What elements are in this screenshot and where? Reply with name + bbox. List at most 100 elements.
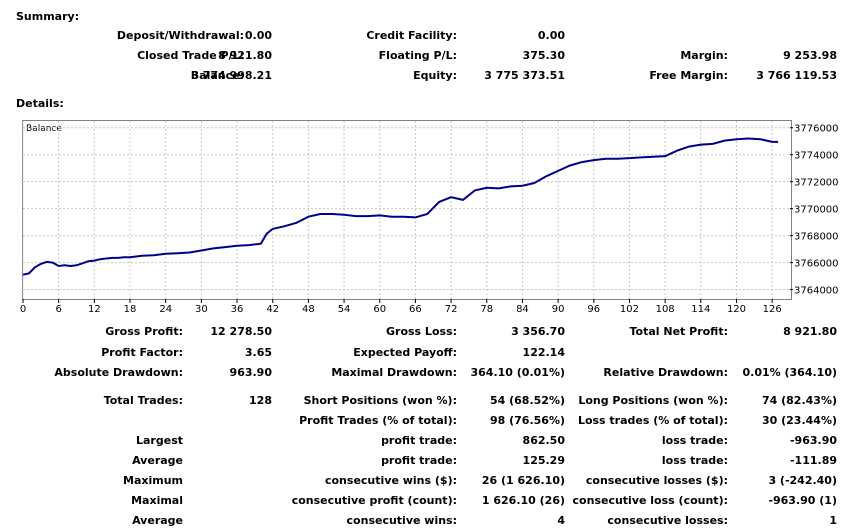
y-axis-ticks: 3764000 3766000 3768000 3770000 3772000 37740… xyxy=(790,124,839,297)
x-tick-label: 66 xyxy=(409,304,422,315)
credit-value: 0.00 xyxy=(537,29,565,42)
y-tick-label: 3768000 xyxy=(794,232,839,243)
short-positions-label: Short Positions (won %): xyxy=(303,394,457,407)
closed-pl-value: 8 921.80 xyxy=(218,49,272,62)
avg-consecutive-wins-value: 4 xyxy=(557,514,565,527)
average-loss-label: loss trade: xyxy=(661,454,728,467)
gross-profit-label: Gross Profit: xyxy=(105,325,183,338)
x-tick-label: 18 xyxy=(124,304,137,315)
free-margin-value: 3 766 119.53 xyxy=(756,69,837,82)
absolute-drawdown-label: Absolute Drawdown: xyxy=(54,366,183,379)
y-tick-label: 3770000 xyxy=(794,205,839,216)
x-tick-label: 78 xyxy=(480,304,493,315)
floating-pl-label: Floating P/L: xyxy=(378,49,457,62)
y-tick-label: 3764000 xyxy=(794,286,839,297)
long-positions-label: Long Positions (won %): xyxy=(578,394,728,407)
y-tick-label: 3776000 xyxy=(794,124,839,135)
max-consecutive-wins-label: consecutive wins ($): xyxy=(324,474,457,487)
expected-payoff-value: 122.14 xyxy=(522,346,565,359)
x-tick-label: 102 xyxy=(620,304,639,315)
profit-trades-value: 98 (76.56%) xyxy=(489,414,565,427)
average-consecutive-label: Average xyxy=(132,514,183,527)
average-profit-label: profit trade: xyxy=(381,454,457,467)
max-consecutive-wins-value: 26 (1 626.10) xyxy=(481,474,565,487)
maximal-label: Maximal xyxy=(131,494,183,507)
details-heading: Details: xyxy=(16,97,64,110)
x-tick-label: 84 xyxy=(516,304,529,315)
max-consecutive-losses-value: 3 (-242.40) xyxy=(768,474,837,487)
average-profit-value: 125.29 xyxy=(522,454,565,467)
avg-consecutive-wins-label: consecutive wins: xyxy=(346,514,457,527)
maximum-label: Maximum xyxy=(123,474,183,487)
margin-label: Margin: xyxy=(680,49,728,62)
x-tick-label: 12 xyxy=(88,304,101,315)
y-tick-label: 3774000 xyxy=(794,151,839,162)
balance-label: Balance: xyxy=(190,69,244,82)
margin-value: 9 253.98 xyxy=(783,49,837,62)
loss-trades-label: Loss trades (% of total): xyxy=(577,414,728,427)
x-tick-label: 126 xyxy=(763,304,782,315)
x-axis-ticks: 0 6 12 18 24 30 36 42 48 54 60 66 72 78 84 90 96 102 108 11… xyxy=(20,299,782,315)
net-profit-label: Total Net Profit: xyxy=(629,325,729,338)
relative-drawdown-label: Relative Drawdown: xyxy=(603,366,728,379)
balance-value: 3 774 998.21 xyxy=(191,69,272,82)
equity-label: Equity: xyxy=(413,69,457,82)
total-trades-label: Total Trades: xyxy=(103,394,183,407)
x-tick-label: 30 xyxy=(195,304,208,315)
avg-consecutive-losses-value: 1 xyxy=(829,514,837,527)
largest-profit-value: 862.50 xyxy=(522,434,565,447)
chart-grid xyxy=(22,121,790,299)
x-tick-label: 96 xyxy=(587,304,600,315)
y-tick-label: 3772000 xyxy=(794,178,839,189)
largest-label: Largest xyxy=(136,434,183,447)
x-tick-label: 72 xyxy=(445,304,458,315)
net-profit-value: 8 921.80 xyxy=(783,325,837,338)
balance-chart: Balance xyxy=(22,120,792,300)
floating-pl-value: 375.30 xyxy=(522,49,565,62)
gross-loss-value: 3 356.70 xyxy=(511,325,565,338)
maximal-consecutive-profit-label: consecutive profit (count): xyxy=(291,494,457,507)
x-tick-label: 90 xyxy=(552,304,565,315)
deposit-label: Deposit/Withdrawal: xyxy=(116,29,244,42)
x-tick-label: 114 xyxy=(691,304,710,315)
y-tick-label: 3766000 xyxy=(794,259,839,270)
maximal-consecutive-loss-label: consecutive loss (count): xyxy=(572,494,728,507)
relative-drawdown-value: 0.01% (364.10) xyxy=(742,366,838,379)
x-tick-label: 60 xyxy=(373,304,386,315)
closed-pl-label: Closed Trade P/L: xyxy=(137,49,244,62)
balance-series-line xyxy=(22,137,779,276)
short-positions-value: 54 (68.52%) xyxy=(489,394,565,407)
x-tick-label: 24 xyxy=(159,304,172,315)
maximal-drawdown-value: 364.10 (0.01%) xyxy=(470,366,566,379)
credit-label: Credit Facility: xyxy=(366,29,457,42)
loss-trades-value: 30 (23.44%) xyxy=(761,414,837,427)
summary-heading: Summary: xyxy=(16,10,80,23)
average-loss-value: -111.89 xyxy=(789,454,837,467)
average-label: Average xyxy=(132,454,183,467)
x-tick-label: 108 xyxy=(656,304,675,315)
x-tick-label: 42 xyxy=(266,304,279,315)
long-positions-value: 74 (82.43%) xyxy=(761,394,837,407)
maximal-consecutive-profit-value: 1 626.10 (26) xyxy=(481,494,565,507)
maximal-drawdown-label: Maximal Drawdown: xyxy=(331,366,457,379)
x-tick-label: 120 xyxy=(727,304,746,315)
free-margin-label: Free Margin: xyxy=(649,69,728,82)
x-tick-label: 36 xyxy=(231,304,244,315)
expected-payoff-label: Expected Payoff: xyxy=(353,346,457,359)
x-tick-label: 54 xyxy=(338,304,351,315)
deposit-value: 0.00 xyxy=(244,29,272,42)
gross-loss-label: Gross Loss: xyxy=(386,325,457,338)
maximal-consecutive-loss-value: -963.90 (1) xyxy=(768,494,837,507)
profit-factor-value: 3.65 xyxy=(244,346,272,359)
absolute-drawdown-value: 963.90 xyxy=(229,366,272,379)
largest-loss-label: loss trade: xyxy=(661,434,728,447)
x-tick-label: 6 xyxy=(55,304,61,315)
gross-profit-value: 12 278.50 xyxy=(210,325,272,338)
avg-consecutive-losses-label: consecutive losses: xyxy=(607,514,728,527)
total-trades-value: 128 xyxy=(249,394,272,407)
x-tick-label: 0 xyxy=(20,304,26,315)
max-consecutive-losses-label: consecutive losses ($): xyxy=(585,474,728,487)
x-tick-label: 48 xyxy=(302,304,315,315)
chart-title: Balance xyxy=(26,124,62,134)
largest-profit-label: profit trade: xyxy=(381,434,457,447)
